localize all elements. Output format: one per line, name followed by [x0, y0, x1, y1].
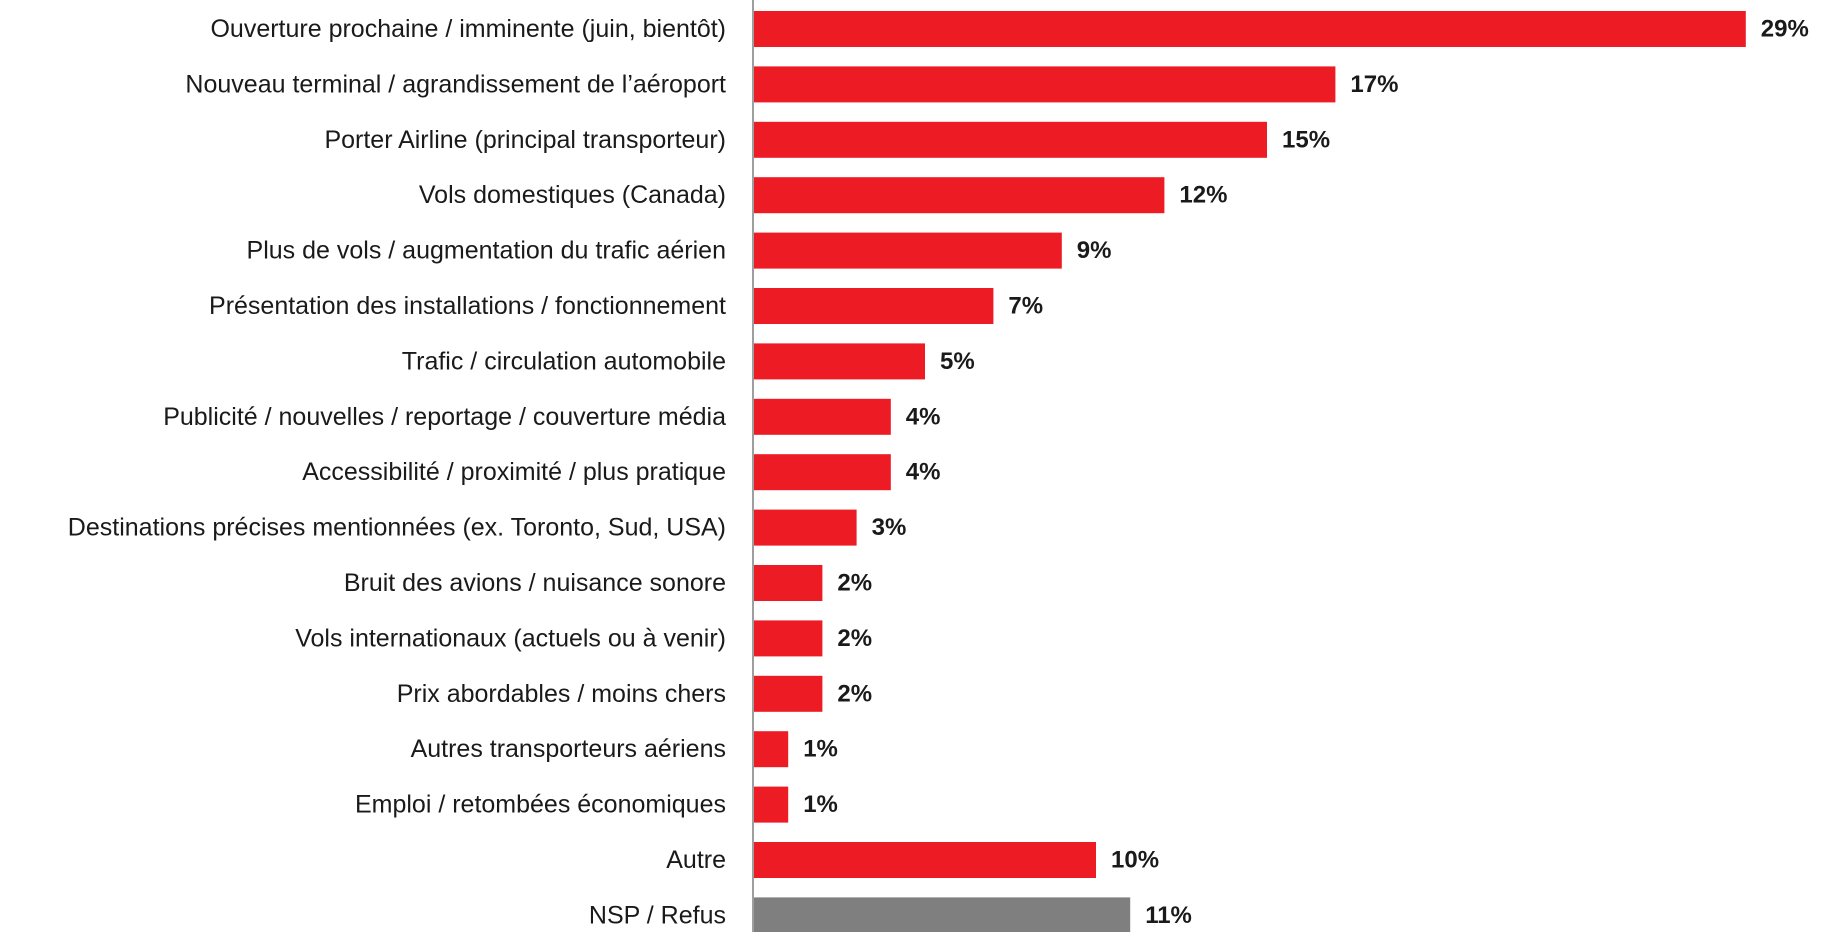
category-label: Vols internationaux (actuels ou à venir) — [295, 624, 726, 652]
value-label: 2% — [837, 625, 872, 652]
category-label: Porter Airline (principal transporteur) — [324, 126, 726, 154]
value-label: 29% — [1761, 16, 1809, 43]
value-label: 5% — [940, 348, 975, 375]
category-label: Présentation des installations / fonctio… — [209, 292, 726, 320]
category-label: Autres transporteurs aériens — [411, 735, 726, 763]
category-label: Destinations précises mentionnées (ex. T… — [68, 514, 726, 542]
category-label: NSP / Refus — [589, 901, 726, 929]
bar — [754, 731, 789, 768]
bar — [754, 786, 789, 823]
bar — [754, 897, 1131, 934]
category-label: Publicité / nouvelles / reportage / couv… — [163, 403, 726, 431]
bar — [754, 509, 857, 546]
category-label: Autre — [666, 846, 726, 874]
value-label: 11% — [1145, 902, 1192, 929]
category-label: Bruit des avions / nuisance sonore — [344, 569, 726, 597]
category-label: Accessibilité / proximité / plus pratiqu… — [302, 458, 726, 486]
bar — [754, 288, 994, 324]
category-label: Trafic / circulation automobile — [402, 347, 726, 375]
value-label: 17% — [1350, 71, 1398, 98]
category-label: Ouverture prochaine / imminente (juin, b… — [210, 15, 726, 43]
category-label: Emploi / retombées économiques — [355, 791, 726, 819]
bar — [754, 11, 1746, 47]
value-label: 4% — [906, 403, 941, 430]
bar — [754, 121, 1267, 158]
bar — [754, 398, 891, 435]
value-label: 7% — [1008, 293, 1043, 320]
value-label: 4% — [906, 459, 941, 486]
value-label: 10% — [1111, 847, 1159, 874]
value-label: 2% — [837, 570, 872, 597]
category-label: Prix abordables / moins chers — [397, 680, 726, 708]
category-label: Plus de vols / augmentation du trafic aé… — [247, 237, 726, 265]
bar — [754, 565, 823, 601]
bar — [754, 177, 1165, 214]
value-label: 9% — [1077, 237, 1112, 264]
bar — [754, 343, 925, 380]
value-label: 2% — [837, 680, 872, 707]
bar — [754, 675, 823, 712]
bar — [754, 620, 823, 657]
value-label: 12% — [1179, 182, 1227, 209]
bar — [754, 842, 1096, 878]
value-label: 15% — [1282, 126, 1330, 153]
value-label: 1% — [803, 791, 838, 818]
category-label: Vols domestiques (Canada) — [419, 181, 726, 209]
bar — [754, 232, 1062, 269]
value-label: 3% — [872, 514, 907, 541]
category-label: Nouveau terminal / agrandissement de l’a… — [185, 70, 726, 98]
value-label: 1% — [803, 736, 838, 763]
bar — [754, 454, 891, 491]
bar — [754, 66, 1336, 103]
